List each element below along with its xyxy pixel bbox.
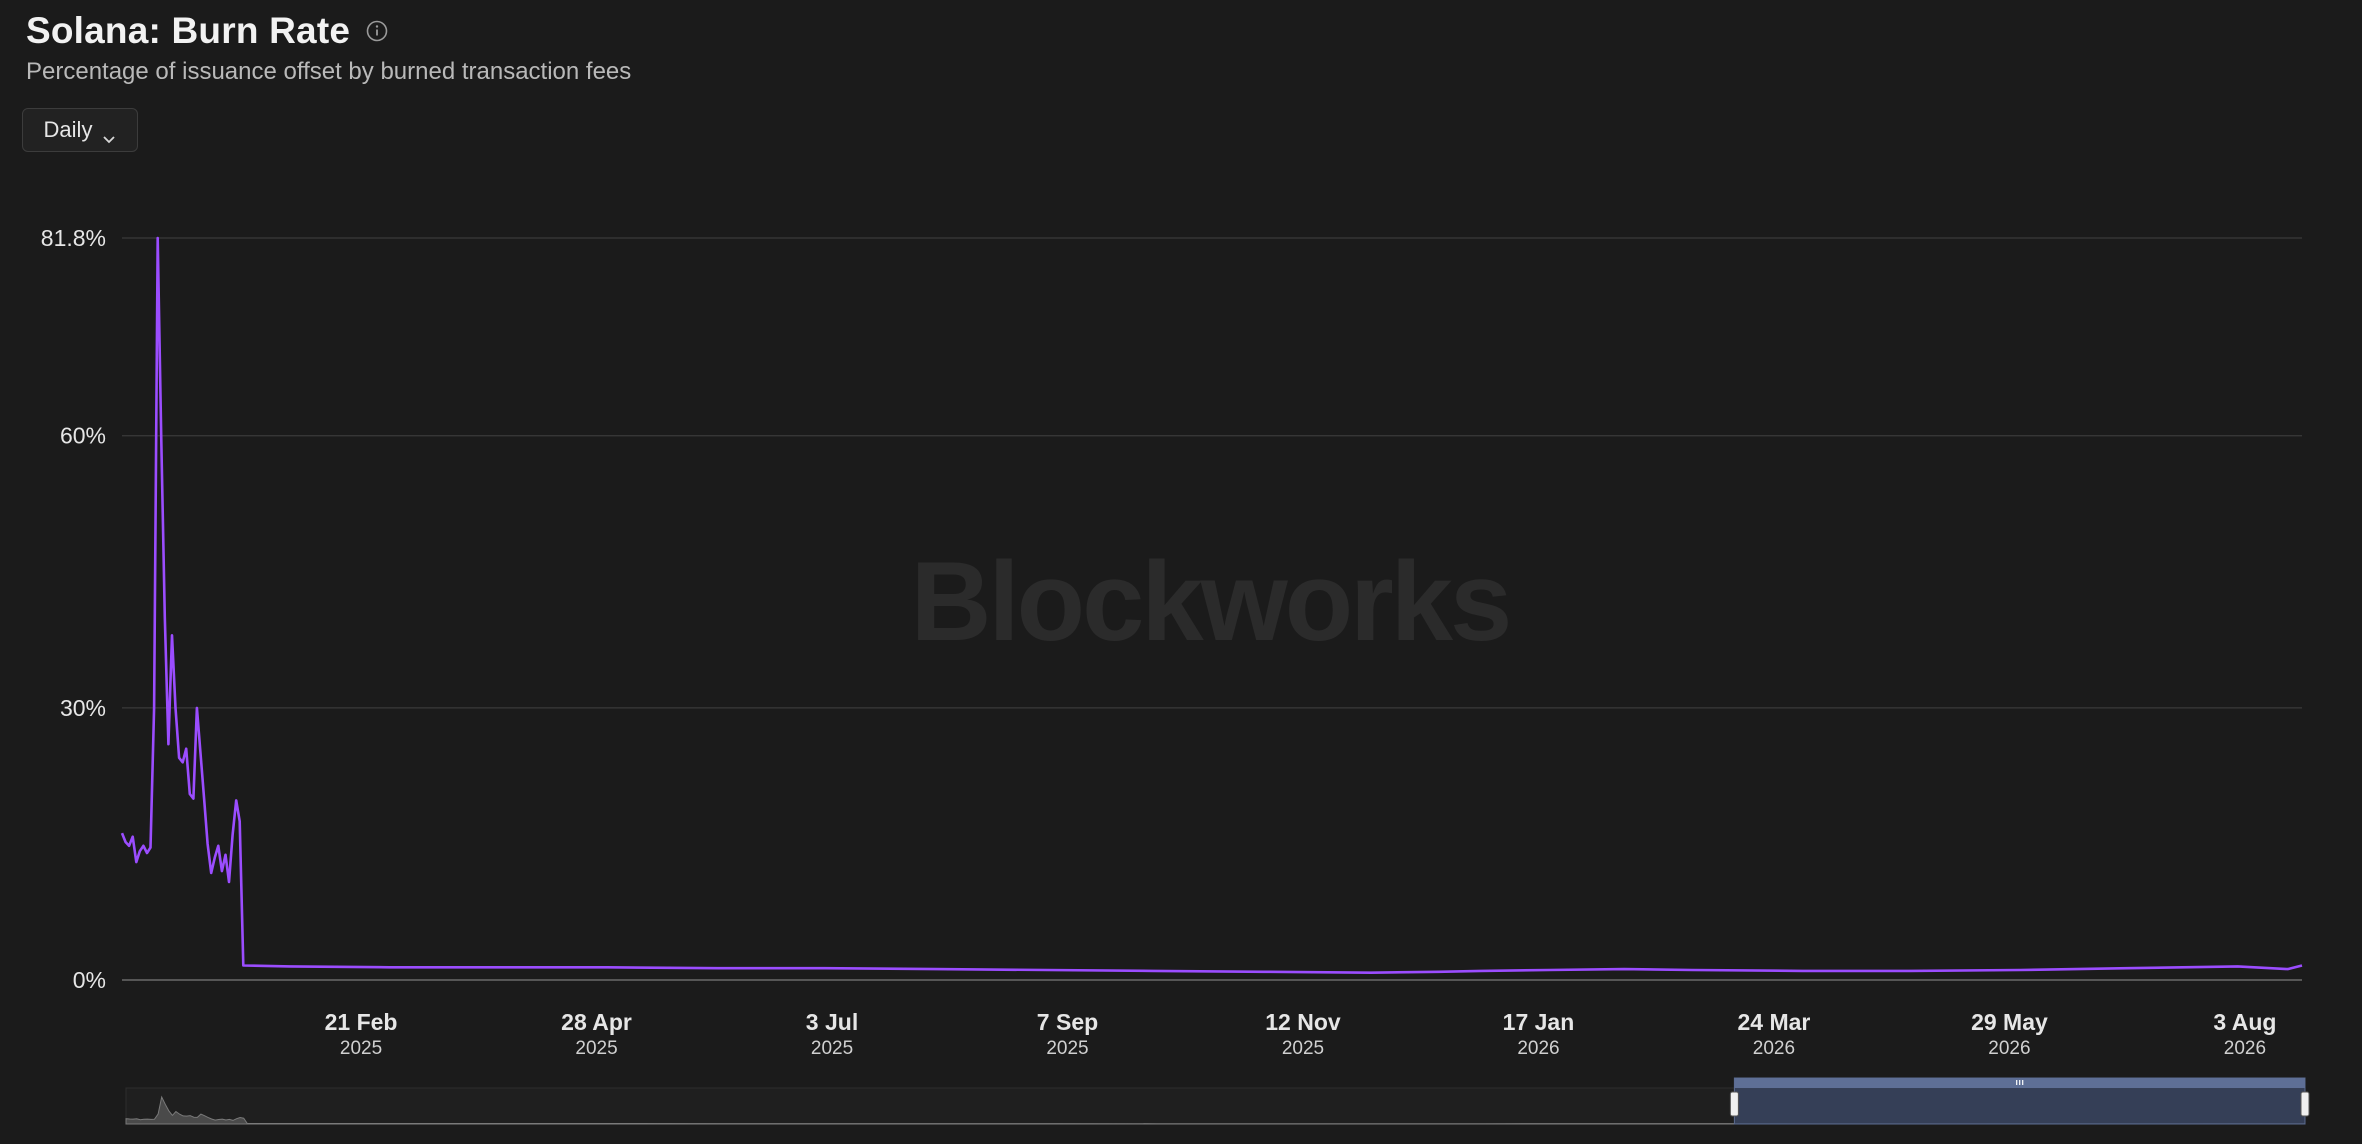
chart-title: Solana: Burn Rate bbox=[26, 10, 351, 51]
chart-header: Solana: Burn Rate bbox=[26, 10, 388, 52]
x-axis: 21 Feb 2025 28 Apr 2025 3 Jul 2025 7 Sep 2025 12… bbox=[325, 1009, 2277, 1059]
interval-dropdown-label: Daily bbox=[43, 117, 93, 142]
x-tick-label: 17 Jan bbox=[1503, 1009, 1575, 1035]
x-tick-year-label: 2025 bbox=[340, 1038, 382, 1059]
navigator-handle-left[interactable] bbox=[1729, 1091, 1739, 1117]
navigator-series bbox=[125, 1095, 2306, 1125]
interval-dropdown[interactable]: Daily bbox=[22, 108, 138, 152]
x-tick-label: 3 Jul bbox=[806, 1009, 858, 1035]
chevron-down-icon bbox=[102, 125, 116, 144]
series-line bbox=[120, 236, 2303, 974]
x-tick-year-label: 2025 bbox=[1282, 1038, 1324, 1059]
watermark-text: Blockworks bbox=[911, 539, 1510, 664]
x-tick-label: 21 Feb bbox=[325, 1009, 398, 1035]
x-tick-label: 3 Aug bbox=[2213, 1009, 2276, 1035]
x-tick-year-label: 2026 bbox=[1753, 1038, 1795, 1059]
series-layer bbox=[120, 236, 2303, 974]
grid-lines bbox=[122, 237, 2302, 981]
x-tick-label: 24 Mar bbox=[1738, 1009, 1811, 1035]
x-tick-label: 12 Nov bbox=[1265, 1009, 1341, 1035]
x-tick-label: 28 Apr bbox=[561, 1009, 632, 1035]
x-tick-label: 7 Sep bbox=[1037, 1009, 1098, 1035]
y-axis: 81.8% 60% 30% 0% bbox=[41, 225, 106, 993]
x-tick-label: 29 May bbox=[1971, 1009, 2048, 1035]
y-tick-label: 60% bbox=[60, 423, 106, 449]
y-tick-label: 30% bbox=[60, 695, 106, 721]
x-tick-year-label: 2026 bbox=[1517, 1038, 1559, 1059]
navigator-handle-right[interactable] bbox=[2300, 1091, 2310, 1117]
x-tick-year-label: 2025 bbox=[1046, 1038, 1088, 1059]
chart-subtitle: Percentage of issuance offset by burned … bbox=[26, 58, 632, 85]
info-icon[interactable] bbox=[366, 20, 388, 42]
x-tick-year-label: 2025 bbox=[811, 1038, 853, 1059]
x-tick-year-label: 2026 bbox=[1988, 1038, 2030, 1059]
y-tick-label: 81.8% bbox=[41, 225, 106, 251]
x-tick-year-label: 2026 bbox=[2224, 1038, 2266, 1059]
x-tick-year-label: 2025 bbox=[575, 1038, 617, 1059]
y-tick-label: 0% bbox=[73, 967, 106, 993]
range-navigator[interactable] bbox=[125, 1077, 2310, 1125]
